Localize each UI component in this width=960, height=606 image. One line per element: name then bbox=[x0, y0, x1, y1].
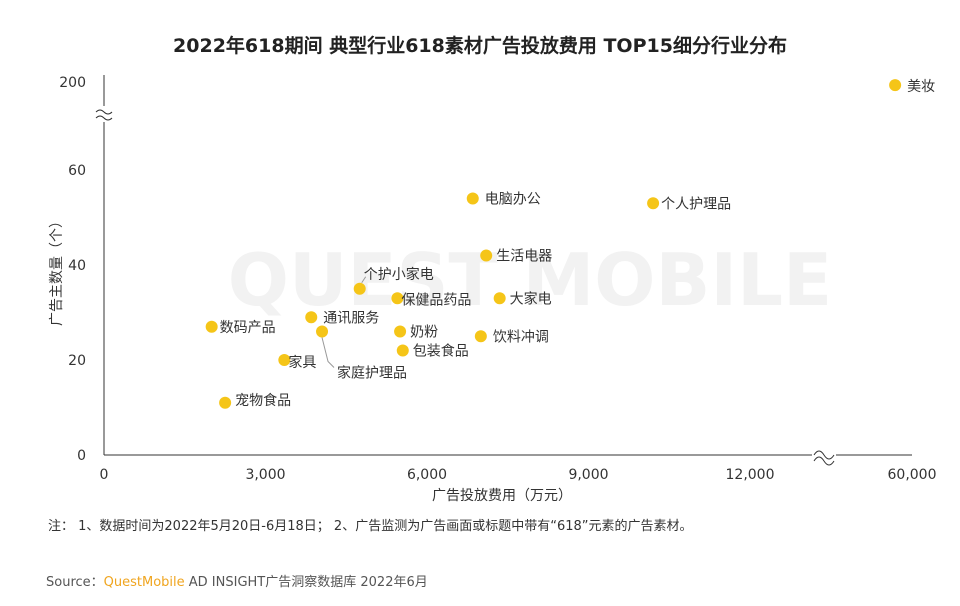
point-label: 个护小家电 bbox=[364, 266, 434, 283]
y-tick-label: 20 bbox=[68, 353, 86, 369]
point-label: 家具 bbox=[288, 354, 316, 371]
source-brand: QuestMobile bbox=[103, 575, 185, 590]
data-point bbox=[394, 325, 407, 338]
x-tick-label: 3,000 bbox=[245, 467, 285, 483]
point-label: 奶粉 bbox=[410, 325, 438, 341]
x-tick-label: 0 bbox=[100, 467, 109, 483]
data-point bbox=[316, 325, 329, 338]
data-point bbox=[205, 320, 218, 333]
y-tick-label: 40 bbox=[68, 258, 86, 274]
source-label: Source： bbox=[46, 575, 104, 590]
point-label: 数码产品 bbox=[220, 320, 276, 336]
watermark: QUEST MOBILE bbox=[228, 238, 832, 322]
x-tick-label: 12,000 bbox=[726, 467, 775, 483]
point-label: 饮料冲调 bbox=[493, 329, 549, 345]
data-point bbox=[647, 197, 660, 210]
y-tick-label: 200 bbox=[59, 75, 86, 91]
data-point bbox=[396, 344, 409, 357]
data-point bbox=[493, 292, 506, 305]
data-point bbox=[219, 396, 232, 409]
point-label: 美妆 bbox=[907, 79, 935, 95]
point-label: 保健品药品 bbox=[401, 292, 471, 308]
x-tick-label: 60,000 bbox=[888, 467, 937, 483]
point-label: 包装食品 bbox=[413, 343, 469, 360]
point-label: 通讯服务 bbox=[323, 310, 379, 326]
source-line: Source：QuestMobile AD INSIGHT广告洞察数据库 202… bbox=[46, 571, 428, 590]
leader-line bbox=[321, 337, 335, 368]
axes bbox=[95, 75, 912, 466]
x-tick-label: 6,000 bbox=[407, 467, 447, 483]
data-point bbox=[353, 282, 366, 295]
point-label: 宠物食品 bbox=[235, 392, 291, 409]
data-point bbox=[474, 330, 487, 343]
y-tick-label: 0 bbox=[77, 448, 86, 464]
x-axis-break-icon bbox=[813, 450, 835, 466]
tick-labels: 0 3,000 6,000 9,000 12,000 60,000 0 20 40 60 200 bbox=[59, 75, 936, 483]
point-label: 生活电器 bbox=[496, 249, 552, 265]
footnote: 注： 1、数据时间为2022年5月20日-6月18日； 2、广告监测为广告画面或… bbox=[48, 519, 693, 534]
data-point bbox=[889, 79, 902, 92]
y-axis-break-icon bbox=[95, 109, 113, 121]
point-label: 家庭护理品 bbox=[337, 365, 407, 382]
x-axis-label: 广告投放费用（万元） bbox=[432, 488, 572, 504]
point-label: 大家电 bbox=[510, 290, 552, 307]
data-point bbox=[391, 292, 404, 305]
data-point bbox=[480, 249, 493, 262]
data-point bbox=[466, 192, 479, 205]
y-axis-label: 广告主数量（个） bbox=[49, 214, 65, 326]
chart-title: 2022年618期间 典型行业618素材广告投放费用 TOP15细分行业分布 bbox=[173, 35, 787, 57]
y-tick-label: 60 bbox=[68, 163, 86, 179]
leader-line bbox=[361, 276, 367, 284]
point-label: 个人护理品 bbox=[661, 196, 731, 212]
x-tick-label: 9,000 bbox=[568, 467, 608, 483]
source-text: AD INSIGHT广告洞察数据库 2022年6月 bbox=[184, 575, 428, 590]
data-point bbox=[278, 354, 291, 366]
point-label: 电脑办公 bbox=[485, 192, 541, 208]
data-point bbox=[305, 311, 318, 324]
